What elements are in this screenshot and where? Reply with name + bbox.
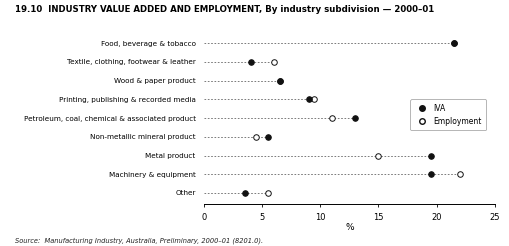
Point xyxy=(327,116,335,120)
Text: Source:  Manufacturing Industry, Australia, Preliminary, 2000–01 (8201.0).: Source: Manufacturing Industry, Australi… xyxy=(15,237,263,244)
Point xyxy=(269,60,277,64)
Point xyxy=(374,154,382,157)
Point xyxy=(304,97,312,101)
Point xyxy=(449,41,457,45)
Point xyxy=(263,191,271,195)
Point xyxy=(350,116,358,120)
Point xyxy=(252,135,260,139)
Text: 19.10  INDUSTRY VALUE ADDED AND EMPLOYMENT, By industry subdivision — 2000–01: 19.10 INDUSTRY VALUE ADDED AND EMPLOYMEN… xyxy=(15,5,434,14)
Point xyxy=(275,79,283,83)
Legend: IVA, Employment: IVA, Employment xyxy=(409,99,485,130)
Point xyxy=(240,191,248,195)
Point xyxy=(426,172,434,176)
Point xyxy=(426,154,434,157)
Point xyxy=(310,97,318,101)
Point xyxy=(275,79,283,83)
Point xyxy=(246,60,254,64)
Point xyxy=(449,41,457,45)
X-axis label: %: % xyxy=(345,223,353,232)
Point xyxy=(263,135,271,139)
Point xyxy=(455,172,463,176)
